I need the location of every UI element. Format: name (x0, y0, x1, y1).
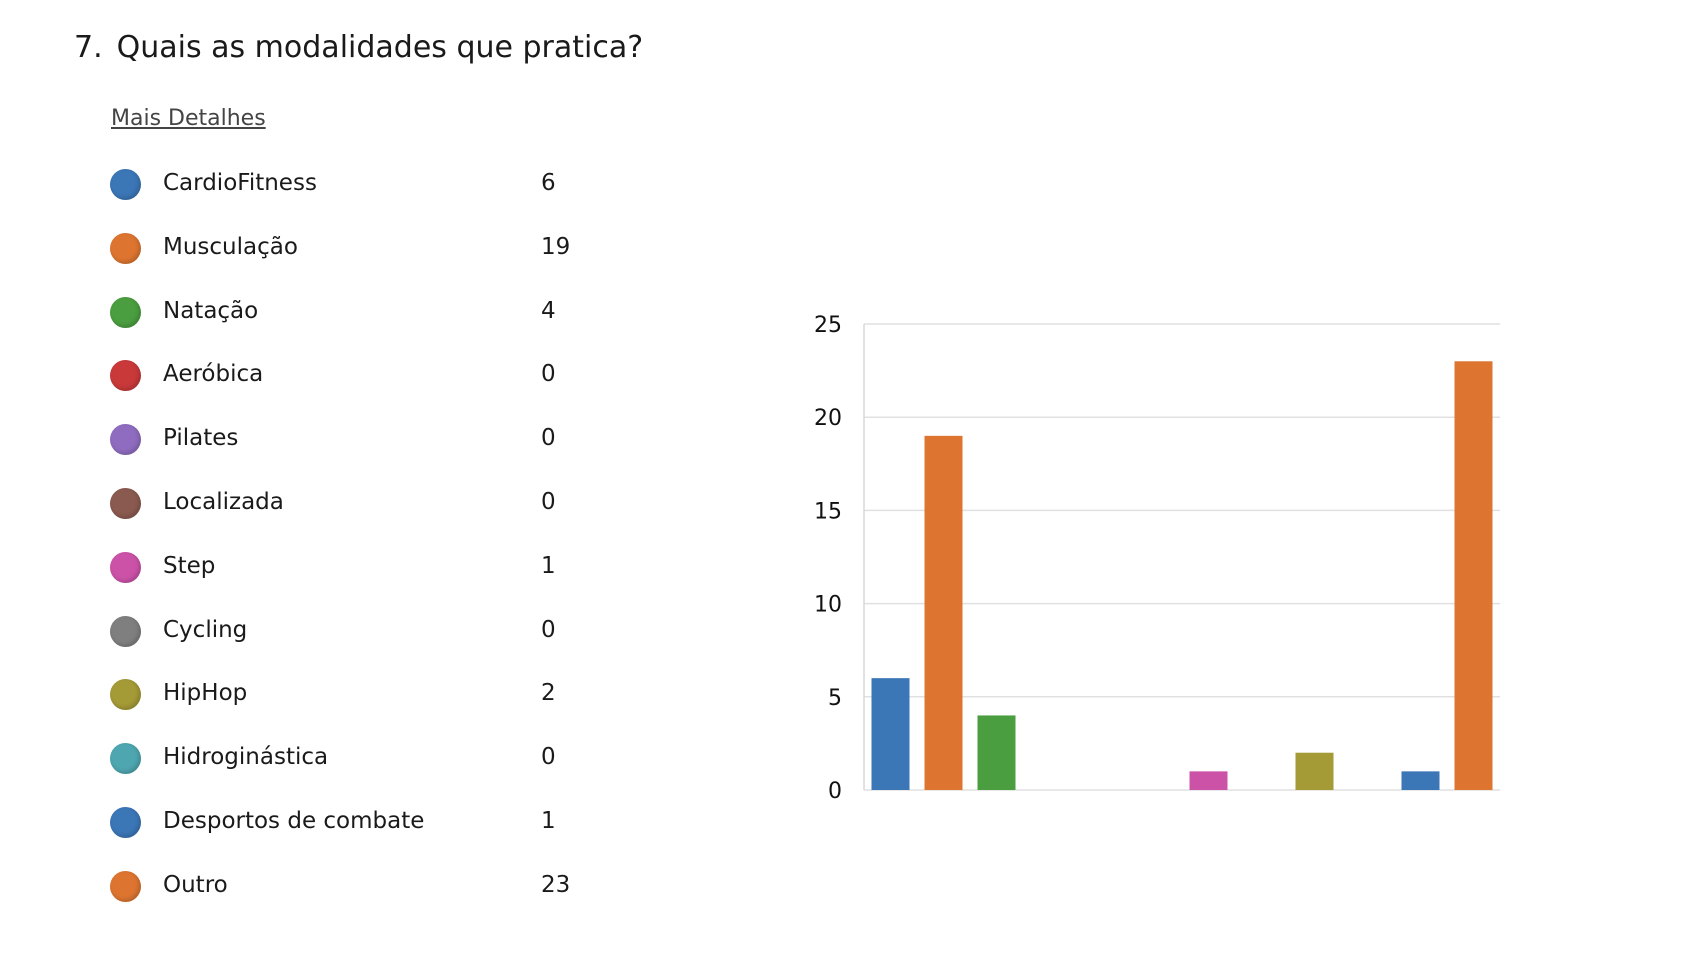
legend-color-dot (110, 615, 141, 647)
legend-count: 4 (541, 297, 556, 324)
legend-label: Outro (163, 871, 228, 898)
legend-count: 23 (541, 871, 571, 898)
legend-item: Pilates 0 (108, 421, 668, 461)
legend-count: 1 (541, 808, 556, 834)
y-tick-label: 5 (828, 686, 842, 711)
legend-item: Outro 23 (108, 868, 668, 908)
legend-item: CardioFitness 6 (108, 166, 668, 206)
legend-item: Localizada 0 (108, 485, 668, 525)
legend-color-dot (110, 679, 141, 711)
question-title: 7. Quais as modalidades que pratica? (74, 30, 643, 65)
legend-color-dot (110, 870, 141, 902)
legend-count: 0 (541, 361, 556, 388)
legend-count: 0 (541, 744, 556, 771)
legend-count: 2 (541, 680, 556, 707)
legend-count: 1 (541, 552, 556, 579)
bar-2 (977, 715, 1016, 790)
legend-label: Desportos de combate (163, 808, 425, 834)
legend-count: 0 (541, 616, 556, 643)
legend-count: 0 (541, 489, 556, 515)
y-tick-label: 20 (814, 406, 842, 431)
legend-color-dot (110, 296, 141, 328)
legend-item: HipHop 2 (108, 676, 668, 716)
bar-1 (924, 435, 963, 790)
legend-label: Natação (163, 297, 259, 324)
legend-item: Desportos de combate 1 (108, 804, 668, 844)
legend-item: Musculação 19 (108, 230, 668, 270)
legend-label: Cycling (163, 616, 248, 643)
legend-item: Aeróbica 0 (108, 357, 668, 397)
legend-color-dot (110, 169, 141, 200)
legend-color-dot (110, 488, 141, 519)
legend-color-dot (110, 232, 141, 264)
legend-label: Musculação (163, 233, 298, 260)
legend-color-dot (110, 807, 141, 838)
more-details-link[interactable]: Mais Detalhes (111, 106, 266, 131)
legend-color-dot (110, 551, 141, 583)
bar-6 (1189, 771, 1228, 790)
legend-item: Step 1 (108, 549, 668, 589)
legend-color-dot (110, 424, 141, 456)
legend-label: Pilates (163, 425, 239, 452)
legend-label: CardioFitness (163, 170, 317, 196)
bar-10 (1401, 771, 1440, 790)
question-text: Quais as modalidades que pratica? (116, 30, 644, 65)
bar-11 (1454, 361, 1493, 790)
y-tick-label: 10 (814, 593, 842, 618)
legend-item: Natação 4 (108, 294, 668, 334)
legend-label: HipHop (163, 680, 248, 707)
legend-item: Hidroginástica 0 (108, 740, 668, 780)
legend-item: Cycling 0 (108, 613, 668, 653)
y-tick-label: 15 (814, 499, 842, 524)
legend-count: 19 (541, 233, 571, 260)
legend-label: Localizada (163, 489, 284, 515)
legend-label: Hidroginástica (163, 744, 329, 771)
bar-8 (1295, 752, 1334, 790)
question-number: 7. (74, 30, 103, 65)
legend-count: 6 (541, 170, 556, 196)
y-tick-label: 0 (828, 779, 842, 804)
bar-0 (871, 678, 910, 790)
legend-label: Aeróbica (163, 361, 264, 388)
legend-color-dot (110, 360, 141, 392)
legend-color-dot (110, 743, 141, 775)
legend-count: 0 (541, 425, 556, 452)
y-tick-label: 25 (814, 313, 842, 338)
legend-label: Step (163, 552, 216, 579)
